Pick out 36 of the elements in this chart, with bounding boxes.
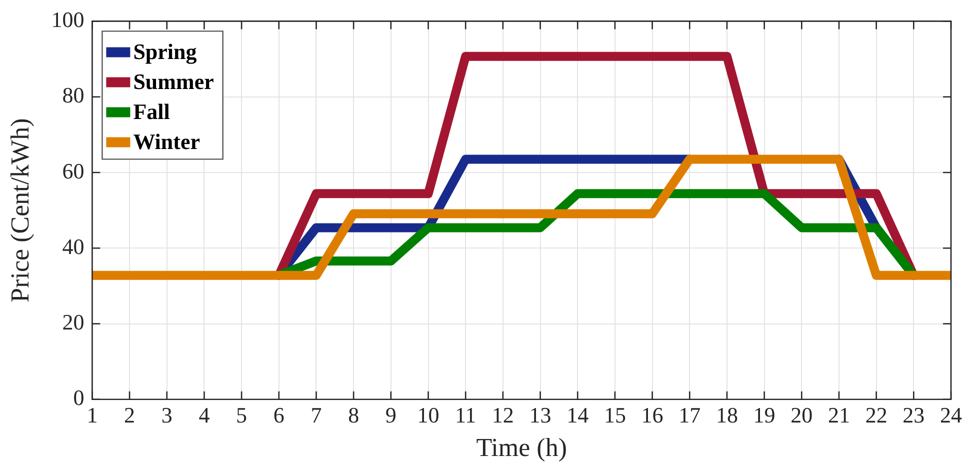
x-tick-label: 2: [124, 402, 136, 428]
x-tick-label: 11: [455, 402, 476, 428]
x-tick-label: 6: [273, 402, 284, 428]
legend-label: Summer: [133, 68, 214, 94]
x-tick-label: 19: [753, 402, 776, 428]
x-tick-label: 13: [529, 402, 552, 428]
x-tick-label: 17: [678, 402, 701, 428]
x-tick-label: 15: [604, 402, 626, 428]
y-tick-label: 60: [62, 158, 84, 184]
x-tick-label: 5: [236, 402, 248, 428]
x-tick-label: 9: [385, 402, 396, 428]
x-tick-label: 4: [198, 402, 210, 428]
x-tick-label: 24: [940, 402, 962, 428]
y-tick-label: 0: [73, 385, 84, 410]
y-tick-label: 20: [62, 310, 84, 335]
y-tick-label: 100: [51, 6, 84, 32]
y-tick-label: 80: [62, 82, 84, 108]
x-tick-label: 8: [348, 402, 360, 428]
x-tick-label: 7: [310, 402, 322, 428]
x-axis-title: Time (h): [476, 433, 567, 462]
x-tick-label: 21: [828, 402, 850, 428]
x-tick-label: 16: [641, 402, 664, 428]
y-tick-label: 40: [62, 234, 84, 259]
x-tick-label: 10: [417, 402, 440, 428]
x-tick-label: 18: [716, 402, 738, 428]
x-tick-label: 3: [161, 402, 172, 428]
x-tick-label: 14: [566, 402, 589, 428]
x-tick-label: 20: [790, 402, 813, 428]
x-tick-label: 23: [902, 402, 925, 428]
x-tick-label: 12: [492, 402, 514, 428]
x-tick-label: 1: [86, 402, 98, 428]
legend-label: Spring: [133, 38, 197, 64]
x-tick-label: 22: [865, 402, 888, 428]
legend-label: Fall: [133, 98, 170, 124]
legend-label: Winter: [133, 128, 200, 154]
y-axis-title: Price (Cent/kWh): [5, 118, 34, 302]
